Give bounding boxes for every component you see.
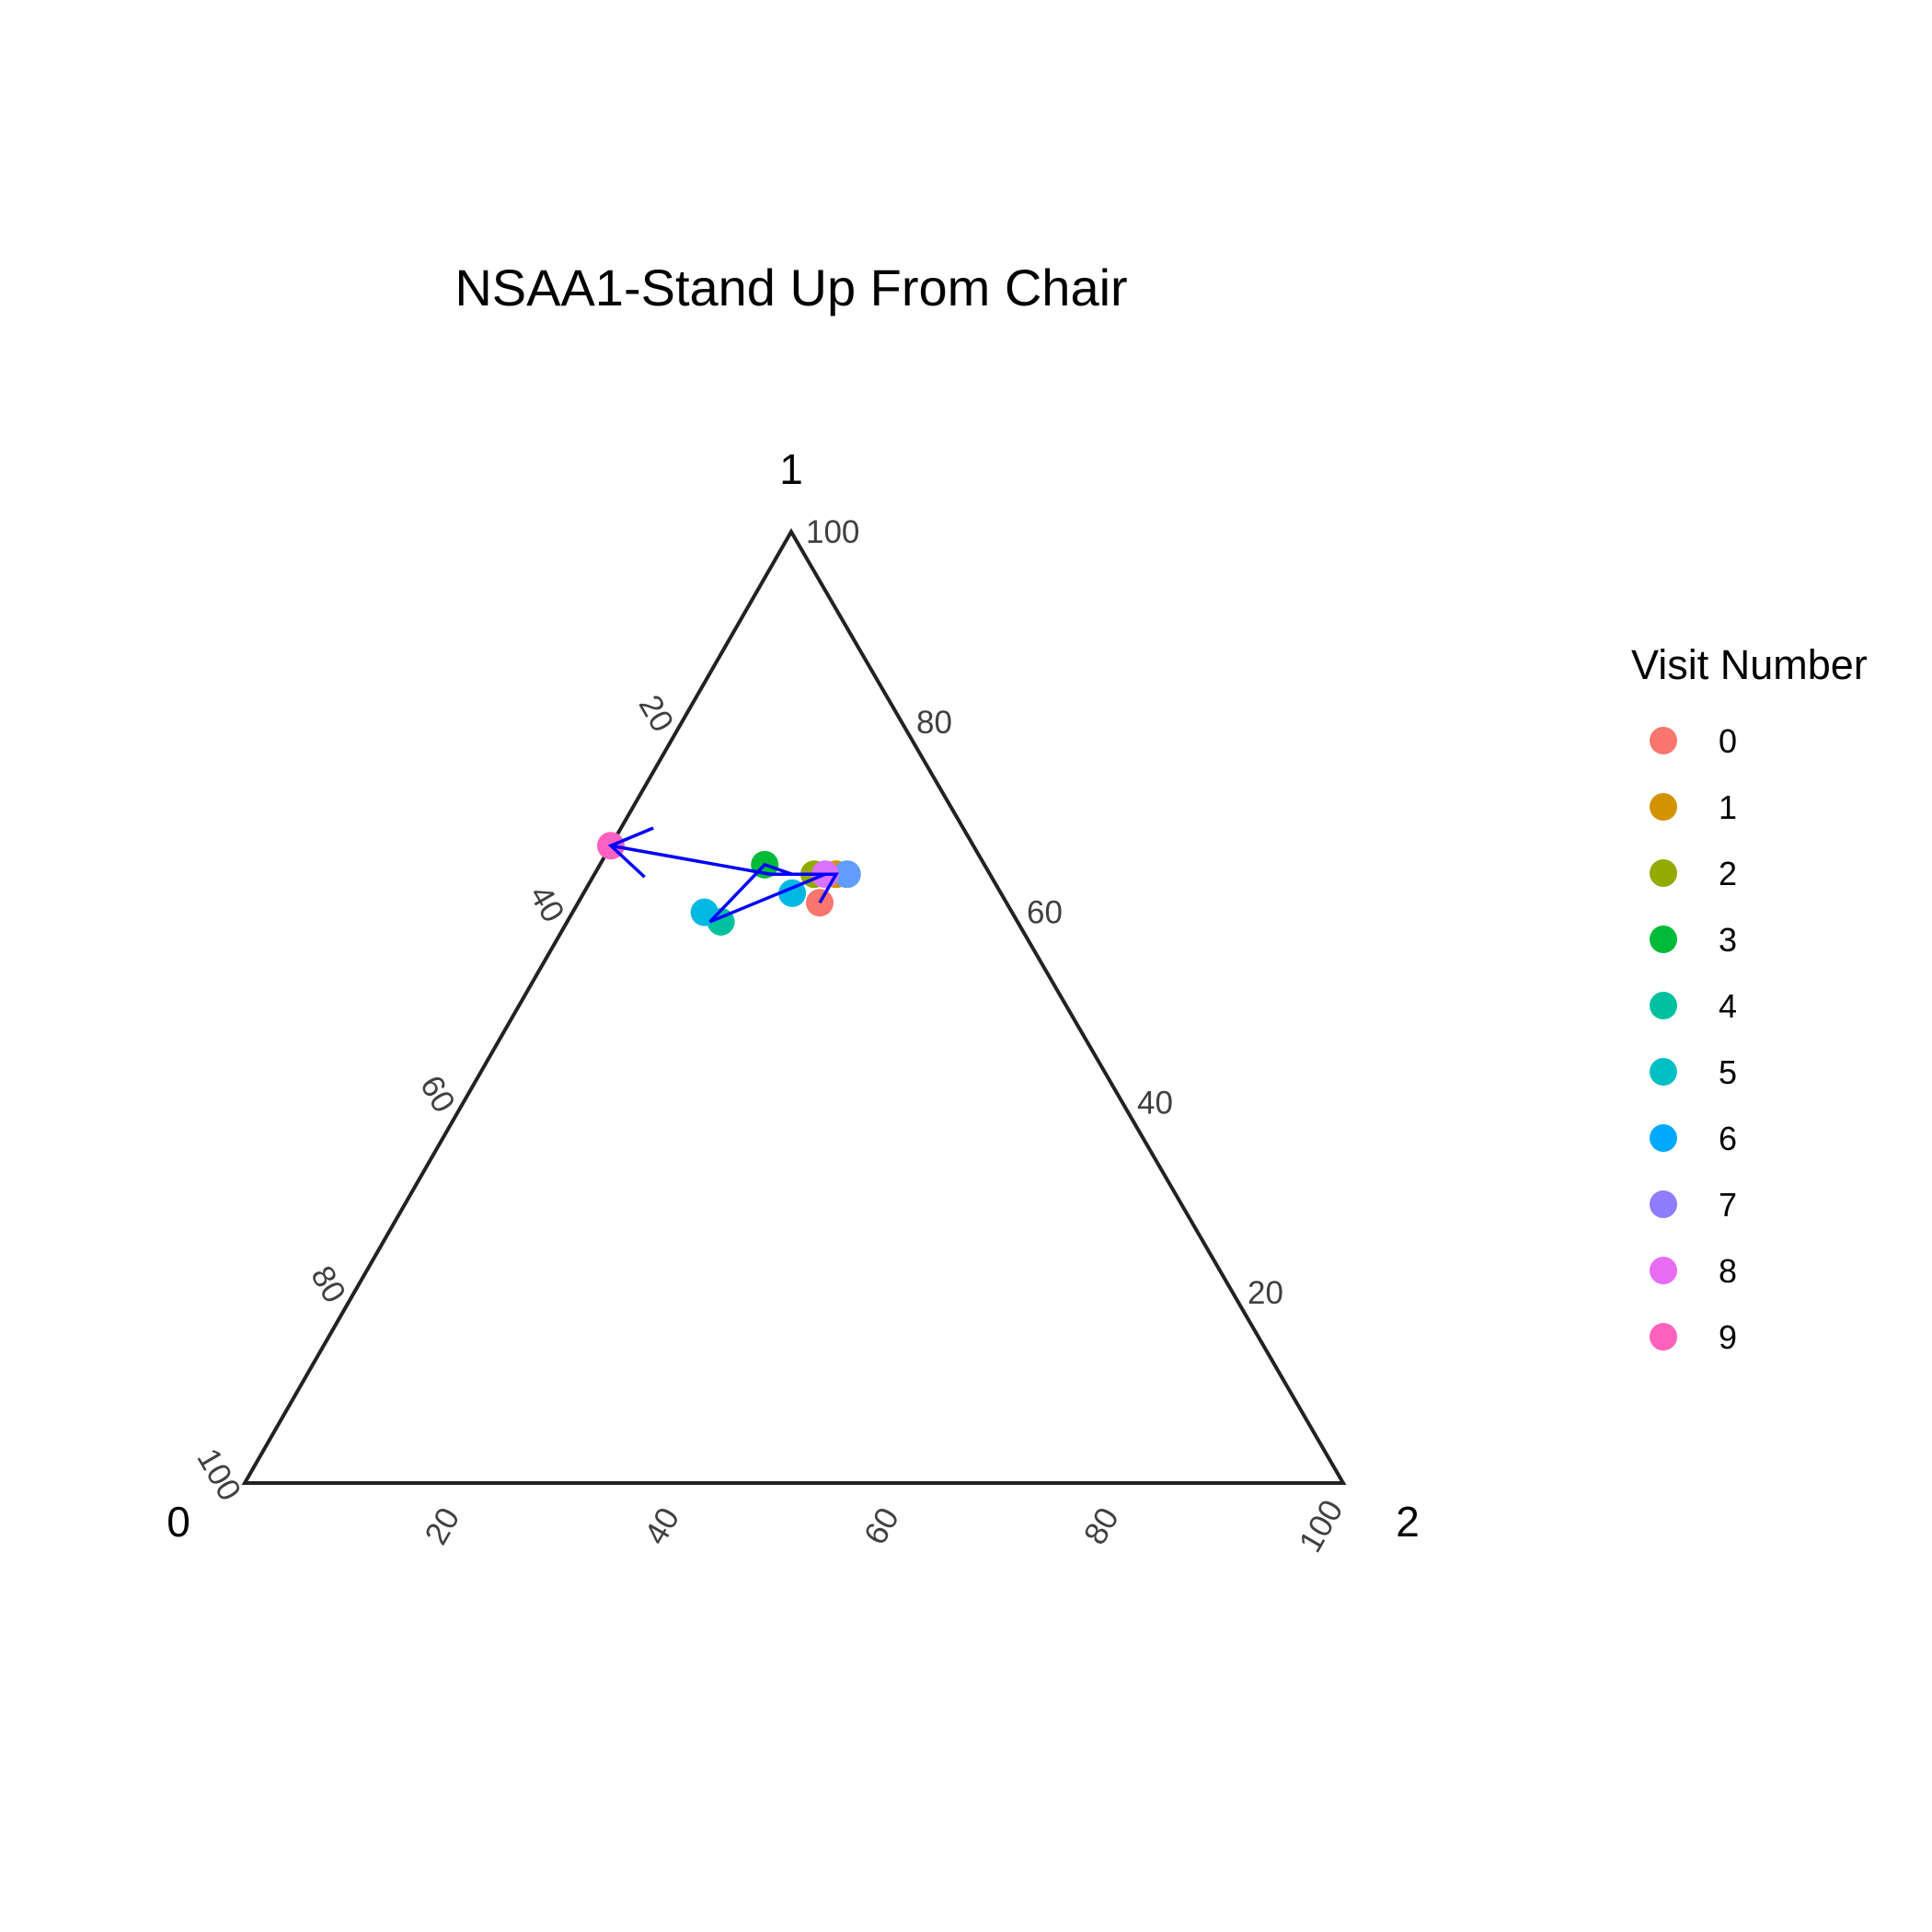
tick-label-right: 40	[1137, 1085, 1173, 1121]
vertex-label-0: 0	[167, 1498, 190, 1546]
legend-label-6: 6	[1719, 1120, 1737, 1157]
tick-label-bottom: 80	[1077, 1501, 1126, 1550]
legend-swatch-6	[1650, 1124, 1677, 1152]
legend-swatch-5	[1650, 1058, 1677, 1086]
legend-swatch-1	[1650, 793, 1677, 821]
tick-label-right: 60	[1027, 895, 1063, 931]
legend-label-5: 5	[1719, 1053, 1737, 1091]
legend-label-7: 7	[1719, 1186, 1737, 1224]
tick-label-left: 100	[190, 1443, 247, 1507]
tick-label-right: 100	[806, 514, 859, 550]
tick-label-bottom: 60	[857, 1501, 906, 1550]
legend-swatch-3	[1650, 926, 1677, 953]
data-point-visit-5	[690, 898, 719, 926]
legend: Visit Number 0 1 2 3 4 5 6 7 8 9	[1631, 641, 1868, 1356]
tick-label-left: 40	[523, 880, 571, 928]
legend-swatch-2	[1650, 859, 1677, 887]
legend-label-8: 8	[1719, 1252, 1737, 1290]
legend-swatch-8	[1650, 1257, 1677, 1284]
ternary-triangle	[241, 528, 1347, 1485]
legend-label-0: 0	[1719, 722, 1737, 760]
legend-label-1: 1	[1719, 788, 1737, 826]
data-point-visit-7	[833, 860, 861, 889]
tick-label-bottom: 100	[1293, 1494, 1351, 1558]
tick-label-left: 20	[632, 689, 681, 738]
tick-label-right: 20	[1248, 1275, 1283, 1311]
trajectory-path	[610, 844, 839, 924]
tick-label-bottom: 40	[638, 1501, 686, 1550]
vertex-label-1: 1	[779, 445, 803, 493]
trajectory-arrowhead	[607, 826, 654, 879]
legend-swatch-9	[1650, 1323, 1677, 1351]
legend-label-3: 3	[1719, 921, 1737, 959]
tick-label-left: 80	[304, 1259, 352, 1308]
legend-title: Visit Number	[1631, 641, 1868, 688]
vertex-label-2: 2	[1396, 1498, 1420, 1546]
legend-swatch-0	[1650, 727, 1677, 754]
chart-title: NSAA1-Stand Up From Chair	[454, 259, 1127, 316]
legend-label-2: 2	[1719, 855, 1737, 892]
tick-label-left: 60	[413, 1070, 462, 1119]
tick-label-bottom: 20	[418, 1501, 466, 1550]
tick-label-right: 80	[916, 705, 952, 741]
legend-label-9: 9	[1719, 1318, 1737, 1356]
legend-label-4: 4	[1719, 987, 1737, 1025]
legend-swatch-4	[1650, 992, 1677, 1019]
legend-swatch-7	[1650, 1190, 1677, 1218]
plot-area: 1 0 2 20 20 20 40 40 40 60 60 60 80 80 80 100 100 100	[167, 445, 1420, 1558]
